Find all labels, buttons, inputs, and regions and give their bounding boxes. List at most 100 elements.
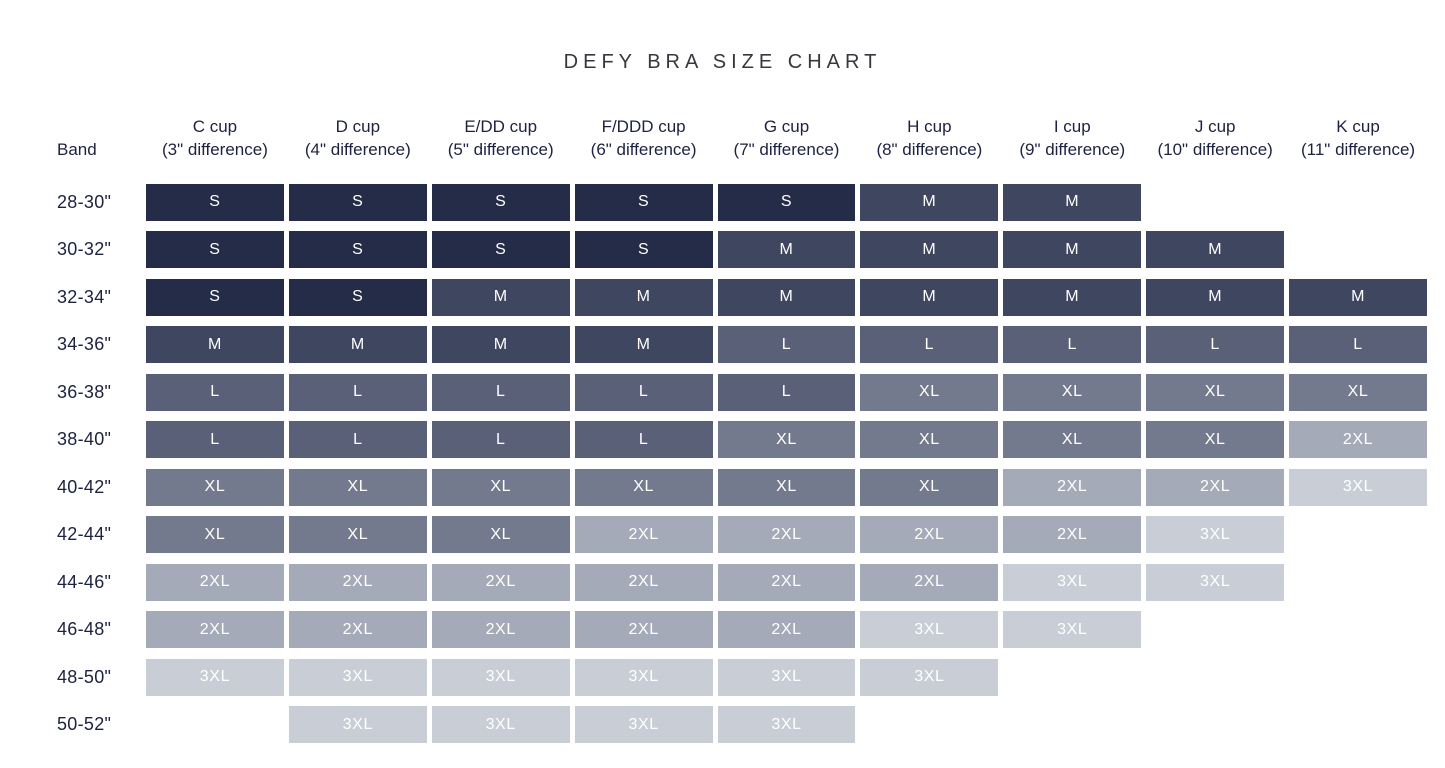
cup-name: C cup: [192, 117, 238, 136]
cup-column-header: C cup (3" difference): [146, 115, 284, 173]
size-cell: L: [1146, 326, 1285, 363]
size-cell: S: [431, 183, 570, 221]
size-cell: 2XL: [146, 563, 284, 601]
size-chart-table: Band C cup (3" difference) D cup (4" differe…: [28, 117, 1427, 743]
band-row-label: 30-32": [57, 239, 112, 259]
band-row-label: 44-46": [57, 571, 112, 592]
size-cell: M: [574, 278, 713, 316]
size-cell: S: [288, 231, 427, 268]
band-row-label: 46-48": [57, 619, 112, 639]
cup-difference: (4" difference): [304, 140, 411, 159]
size-cell: M: [1003, 183, 1142, 221]
page-title: DEFY BRA SIZE CHART: [563, 51, 882, 73]
size-cell: 3XL: [717, 706, 856, 743]
size-cell: 3XL: [288, 706, 427, 743]
size-cell: S: [146, 183, 284, 221]
empty-cell: [860, 706, 998, 743]
size-cell: M: [146, 326, 284, 363]
size-cell: XL: [431, 516, 570, 553]
size-cell: 3XL: [860, 611, 999, 648]
size-cell: XL: [574, 468, 713, 506]
size-cell: 2XL: [860, 516, 999, 553]
size-cell: XL: [860, 468, 999, 506]
size-cell: 2XL: [1289, 421, 1427, 458]
size-cell: 3XL: [1289, 468, 1427, 506]
size-cell: M: [860, 278, 999, 316]
size-cell: S: [431, 231, 570, 268]
size-cell: L: [146, 373, 284, 411]
cup-difference: (8" difference): [876, 140, 983, 159]
size-cell: 2XL: [717, 516, 856, 553]
size-cell: 3XL: [1003, 611, 1142, 648]
size-cell: M: [431, 278, 570, 316]
size-cell: M: [1289, 278, 1427, 316]
size-cell: XL: [1146, 421, 1285, 458]
size-cell: 3XL: [717, 658, 856, 696]
cup-column-header: H cup (8" difference): [860, 115, 998, 173]
size-cell: XL: [288, 468, 427, 506]
size-cell: XL: [1289, 373, 1427, 411]
size-cell: XL: [717, 421, 856, 458]
size-cell: 3XL: [1146, 563, 1285, 601]
cup-difference: (6" difference): [590, 140, 697, 159]
size-cell: XL: [1003, 373, 1142, 411]
size-cell: L: [860, 326, 999, 363]
cup-column-header: G cup (7" difference): [718, 115, 856, 173]
size-cell: XL: [288, 516, 427, 553]
size-cell: L: [717, 326, 856, 363]
size-cell: L: [431, 421, 570, 458]
size-cell: L: [288, 373, 427, 411]
size-cell: 3XL: [288, 658, 427, 696]
cup-difference: (11" difference): [1301, 140, 1416, 159]
empty-cell: [1289, 659, 1427, 696]
cup-name: J cup: [1194, 117, 1236, 136]
size-cell: M: [288, 326, 427, 363]
empty-cell: [1146, 706, 1284, 743]
size-cell: 2XL: [860, 563, 999, 601]
cup-name: H cup: [907, 117, 952, 136]
band-row-label: 32-34": [57, 286, 112, 307]
cup-column-header: F/DDD cup (6" difference): [575, 115, 713, 173]
size-cell: M: [431, 326, 570, 363]
empty-cell: [146, 706, 284, 743]
empty-cell: [1003, 706, 1141, 743]
size-cell: 2XL: [1003, 516, 1142, 553]
empty-cell: [1289, 706, 1427, 743]
size-chart-page: DEFY BRA SIZE CHART Band C cup (3" differe…: [0, 51, 1445, 743]
size-cell: 2XL: [146, 611, 284, 648]
size-cell: M: [860, 183, 999, 221]
size-cell: XL: [717, 468, 856, 506]
empty-cell: [1003, 659, 1141, 696]
size-cell: XL: [146, 516, 284, 553]
size-cell: S: [574, 231, 713, 268]
band-row-label: 42-44": [57, 524, 112, 544]
empty-cell: [1289, 611, 1427, 648]
size-cell: 3XL: [574, 706, 713, 743]
cup-name: I cup: [1053, 117, 1091, 136]
cup-difference: (5" difference): [447, 140, 554, 159]
size-cell: 2XL: [288, 563, 427, 601]
empty-cell: [1146, 659, 1284, 696]
cup-difference: (3" difference): [161, 140, 268, 159]
size-cell: L: [574, 373, 713, 411]
cup-difference: (10" difference): [1157, 140, 1273, 159]
size-cell: S: [717, 183, 856, 221]
size-cell: 2XL: [574, 563, 713, 601]
empty-cell: [1289, 184, 1427, 221]
size-cell: M: [860, 231, 999, 268]
empty-cell: [1289, 516, 1427, 553]
empty-cell: [1289, 231, 1427, 268]
size-cell: M: [717, 231, 856, 268]
size-cell: 2XL: [288, 611, 427, 648]
band-row-label: 40-42": [57, 476, 112, 497]
size-cell: 2XL: [431, 611, 570, 648]
cup-name: G cup: [763, 117, 810, 136]
size-cell: 3XL: [431, 658, 570, 696]
size-cell: 2XL: [1146, 468, 1285, 506]
empty-cell: [1146, 184, 1284, 221]
empty-cell: [1146, 611, 1284, 648]
empty-cell: [1289, 564, 1427, 601]
cup-column-header: I cup (9" difference): [1003, 115, 1141, 173]
size-cell: S: [146, 231, 284, 268]
size-cell: 3XL: [860, 658, 999, 696]
